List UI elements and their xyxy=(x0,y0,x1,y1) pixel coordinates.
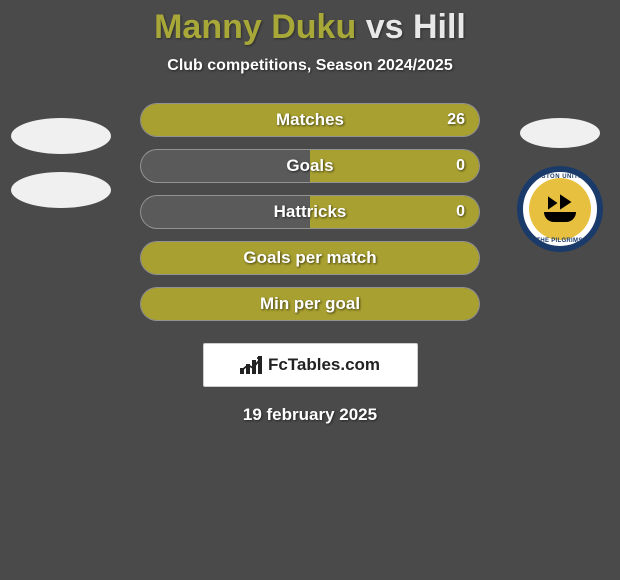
widget-container: Manny Duku vs Hill Club competitions, Se… xyxy=(0,0,620,425)
stat-label: Goals xyxy=(141,150,479,182)
trend-arrow-icon xyxy=(240,356,262,374)
brand-text: FcTables.com xyxy=(268,355,380,375)
ship-icon xyxy=(538,194,582,224)
stat-row-matches: Matches 26 xyxy=(140,103,480,137)
club-name-bottom: THE PILGRIMS xyxy=(523,238,597,244)
stat-label: Matches xyxy=(141,104,479,136)
player2-photo-placeholder xyxy=(520,118,600,148)
snapshot-date: 19 february 2025 xyxy=(0,405,620,425)
subtitle: Club competitions, Season 2024/2025 xyxy=(0,57,620,75)
player2-name: Hill xyxy=(413,8,466,46)
vs-text: vs xyxy=(366,8,404,46)
player1-club-placeholder xyxy=(11,172,111,208)
right-badge-column: BOSTON UNITED THE PILGRIMS xyxy=(507,118,612,252)
stat-row-goals-per-match: Goals per match xyxy=(140,241,480,275)
stat-label: Hattricks xyxy=(141,196,479,228)
player1-photo-placeholder xyxy=(11,118,111,154)
player2-club-badge: BOSTON UNITED THE PILGRIMS xyxy=(517,166,603,252)
bar-chart-icon xyxy=(240,356,262,374)
stat-label: Goals per match xyxy=(141,242,479,274)
stat-row-goals: Goals 0 xyxy=(140,149,480,183)
stat-row-min-per-goal: Min per goal xyxy=(140,287,480,321)
club-badge-inner xyxy=(529,178,591,240)
comparison-title: Manny Duku vs Hill xyxy=(0,8,620,47)
left-badge-column xyxy=(8,118,113,208)
stat-value: 26 xyxy=(447,104,465,136)
stat-row-hattricks: Hattricks 0 xyxy=(140,195,480,229)
brand-attribution[interactable]: FcTables.com xyxy=(203,343,418,387)
stat-value: 0 xyxy=(456,196,465,228)
stat-value: 0 xyxy=(456,150,465,182)
player1-name: Manny Duku xyxy=(154,8,356,46)
stat-label: Min per goal xyxy=(141,288,479,320)
stats-list: Matches 26 Goals 0 Hattricks 0 Goals per… xyxy=(140,103,480,321)
